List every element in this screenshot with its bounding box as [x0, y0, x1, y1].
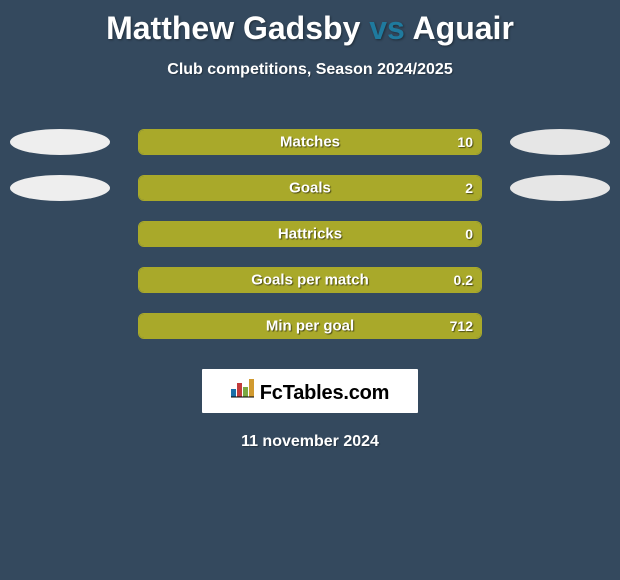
right-ellipse: [510, 175, 610, 201]
stat-value: 0: [465, 226, 473, 242]
stat-row: Goals 2: [0, 165, 620, 211]
stat-bar: Hattricks 0: [138, 221, 482, 247]
left-ellipse: [10, 129, 110, 155]
stat-value: 0.2: [454, 272, 473, 288]
stat-row: Goals per match 0.2: [0, 257, 620, 303]
stat-value: 10: [457, 134, 473, 150]
title-player1: Matthew Gadsby: [106, 10, 360, 46]
logo: FcTables.com: [231, 377, 390, 405]
left-ellipse: [10, 175, 110, 201]
date: 11 november 2024: [0, 433, 620, 451]
stat-label: Hattricks: [278, 226, 342, 243]
stat-value: 2: [465, 180, 473, 196]
stat-label: Matches: [280, 134, 340, 151]
title-player2: Aguair: [413, 10, 514, 46]
stat-label: Goals per match: [251, 272, 369, 289]
stat-bar: Goals 2: [138, 175, 482, 201]
right-ellipse: [510, 129, 610, 155]
stat-value: 712: [450, 318, 473, 334]
page-title: Matthew Gadsby vs Aguair: [0, 0, 620, 47]
logo-box: FcTables.com: [202, 369, 418, 413]
stat-row: Matches 10: [0, 119, 620, 165]
stat-rows: Matches 10 Goals 2 Hattricks 0 Goals per match…: [0, 119, 620, 349]
subtitle: Club competitions, Season 2024/2025: [0, 61, 620, 79]
comparison-infographic: Matthew Gadsby vs Aguair Club competitio…: [0, 0, 620, 580]
stat-row: Min per goal 712: [0, 303, 620, 349]
logo-text: FcTables.com: [260, 382, 390, 405]
title-vs: vs: [360, 10, 412, 46]
stat-row: Hattricks 0: [0, 211, 620, 257]
stat-bar: Matches 10: [138, 129, 482, 155]
stat-label: Min per goal: [266, 318, 354, 335]
stat-bar: Goals per match 0.2: [138, 267, 482, 293]
stat-label: Goals: [289, 180, 331, 197]
logo-chart-icon: [231, 377, 256, 404]
stat-bar: Min per goal 712: [138, 313, 482, 339]
